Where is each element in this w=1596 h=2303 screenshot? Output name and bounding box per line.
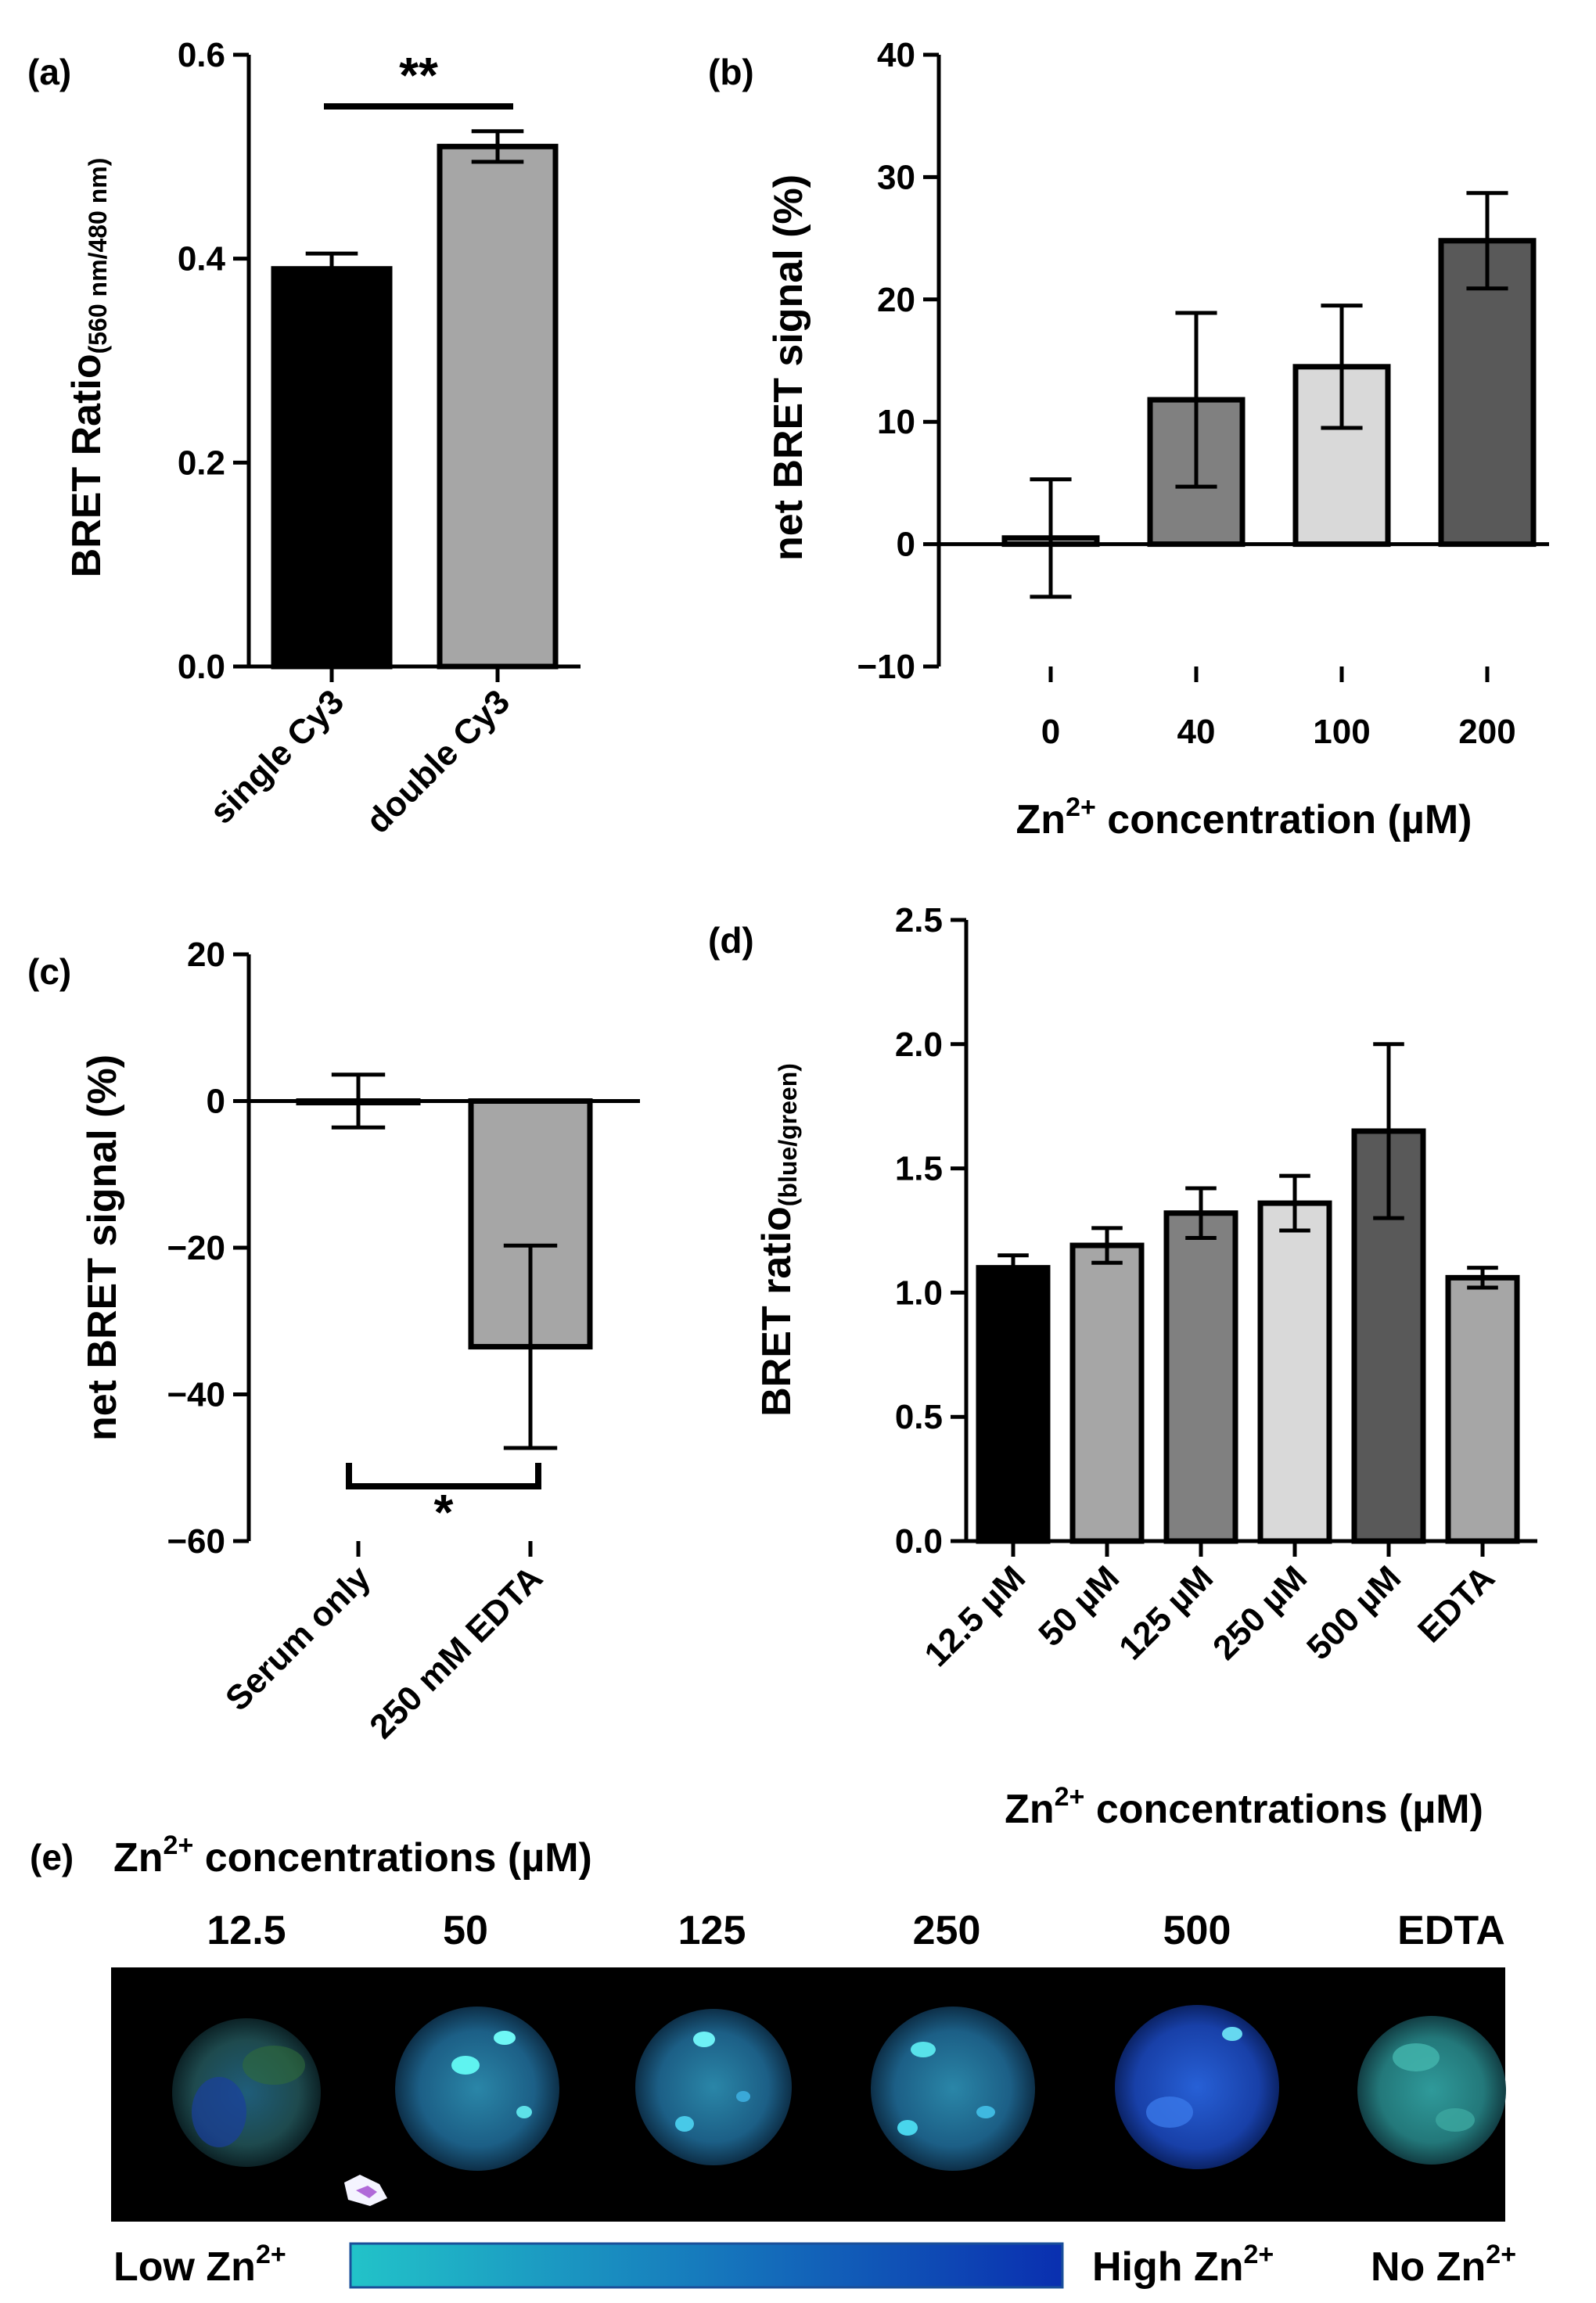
x-tick-label: double Cy3 — [359, 682, 517, 840]
y-tick-label: 0.6 — [178, 36, 225, 74]
significance-marker: ** — [399, 47, 438, 103]
panel-e-images: (e) Zn2+ concentrations (µM) 12.5 50 125 25… — [30, 1831, 1516, 2290]
panel-e-column-label: 50 — [443, 1908, 488, 1953]
bar-250 µM — [1257, 1200, 1332, 1544]
significance-marker: * — [434, 1484, 454, 1540]
legend-none-label: No Zn2+ — [1371, 2240, 1516, 2290]
y-tick-label: 1.0 — [895, 1274, 943, 1312]
y-tick-label: 0 — [207, 1083, 225, 1121]
x-tick-label: 250 mM EDTA — [362, 1558, 550, 1746]
y-tick-label: 0.4 — [178, 240, 226, 278]
x-tick-label: 250 µM — [1206, 1558, 1314, 1667]
y-tick-label: 0.5 — [895, 1398, 943, 1436]
panel-c-chart: (c) −60 −40 −20 0 20 net BRET signal (%) Serum … — [27, 936, 640, 1746]
y-tick-label: 30 — [877, 158, 915, 196]
x-tick-label: 125 µM — [1112, 1558, 1220, 1667]
y-tick-label: 20 — [187, 936, 225, 974]
panel-a-chart: (a) 0.0 0.2 0.4 0.6 BRET Ratio(560 nm/480 nm)… — [27, 36, 581, 841]
y-tick-label: 0 — [897, 526, 915, 564]
bar-125 µM — [1163, 1210, 1238, 1544]
y-axis-title: BRET ratio(blue/green) — [754, 1063, 802, 1417]
y-tick-label: 20 — [877, 281, 915, 319]
legend-gradient-bar — [349, 2242, 1064, 2289]
panel-c-label: (c) — [27, 951, 71, 992]
spheroid-image-125 — [635, 2009, 792, 2165]
panel-e-column-labels: 12.5 50 125 250 500 EDTA — [207, 1908, 1504, 1953]
panel-e-column-label: 12.5 — [207, 1908, 286, 1953]
panel-b-label: (b) — [708, 52, 754, 92]
y-tick-label: 0.2 — [178, 444, 225, 482]
spheroid-image-250 — [871, 2007, 1035, 2171]
y-tick-label: −10 — [857, 648, 915, 686]
y-axis-title: net BRET signal (%) — [766, 174, 811, 561]
panel-e-column-label: 500 — [1163, 1908, 1231, 1953]
y-tick-label: −60 — [167, 1522, 225, 1561]
legend-low-label: Low Zn2+ — [113, 2240, 286, 2290]
spheroid-image-500 — [1115, 2005, 1279, 2169]
y-tick-label: 0.0 — [178, 648, 225, 686]
bar-12.5 µM — [976, 1265, 1051, 1544]
spheroid-image-edta — [1357, 2016, 1506, 2165]
panel-a-label: (a) — [27, 52, 71, 92]
panel-d-chart: (d) 0.0 0.5 1.0 1.5 2.0 2.5 BRET ratio(blue/gre… — [708, 901, 1537, 1832]
bar-50 µM — [1069, 1242, 1145, 1544]
y-tick-label: 2.0 — [895, 1026, 943, 1064]
panel-b-chart: (b) −10 0 10 20 30 40 net BRET signal (%) 0 40 100… — [708, 36, 1549, 843]
x-axis-title: Zn2+ concentration (µM) — [1016, 792, 1472, 843]
y-axis-title: net BRET signal (%) — [80, 1054, 125, 1441]
bar-double Cy3 — [437, 143, 559, 670]
x-tick-label: Serum only — [218, 1558, 378, 1718]
panel-e-column-label: 125 — [678, 1908, 746, 1953]
spheroid-image-50 — [344, 2007, 559, 2206]
bar-200 — [1438, 238, 1537, 548]
significance-bracket — [346, 1463, 541, 1489]
x-tick-label: 0 — [1041, 713, 1060, 751]
y-tick-label: 0.0 — [895, 1522, 943, 1561]
y-tick-label: 10 — [877, 403, 915, 441]
y-axis-title: BRET Ratio(560 nm/480 nm) — [64, 158, 112, 578]
bar-single Cy3 — [271, 266, 393, 670]
panel-d-label: (d) — [708, 920, 754, 961]
x-axis-title: Zn2+ concentrations (µM) — [1005, 1782, 1483, 1832]
x-tick-label: 500 µM — [1299, 1558, 1408, 1667]
y-tick-label: −20 — [167, 1229, 225, 1267]
x-tick-label: EDTA — [1411, 1558, 1502, 1650]
x-tick-label: single Cy3 — [203, 682, 351, 831]
bar-EDTA — [1445, 1274, 1520, 1544]
panel-e-column-label: 250 — [913, 1908, 981, 1953]
x-tick-label: 40 — [1177, 713, 1216, 751]
x-tick-label: 100 — [1313, 713, 1370, 751]
panel-e-heading: Zn2+ concentrations (µM) — [113, 1831, 592, 1881]
y-tick-label: 1.5 — [895, 1150, 943, 1188]
legend-high-label: High Zn2+ — [1092, 2240, 1274, 2290]
spheroid-image-12.5 — [172, 2018, 321, 2167]
y-tick-label: 40 — [877, 36, 915, 74]
x-tick-label: 200 — [1458, 713, 1515, 751]
x-tick-label: 12.5 µM — [917, 1558, 1033, 1674]
y-tick-label: 2.5 — [895, 901, 943, 940]
y-tick-label: −40 — [167, 1376, 225, 1414]
panel-e-column-label: EDTA — [1397, 1908, 1505, 1953]
panel-e-label: (e) — [30, 1837, 74, 1877]
